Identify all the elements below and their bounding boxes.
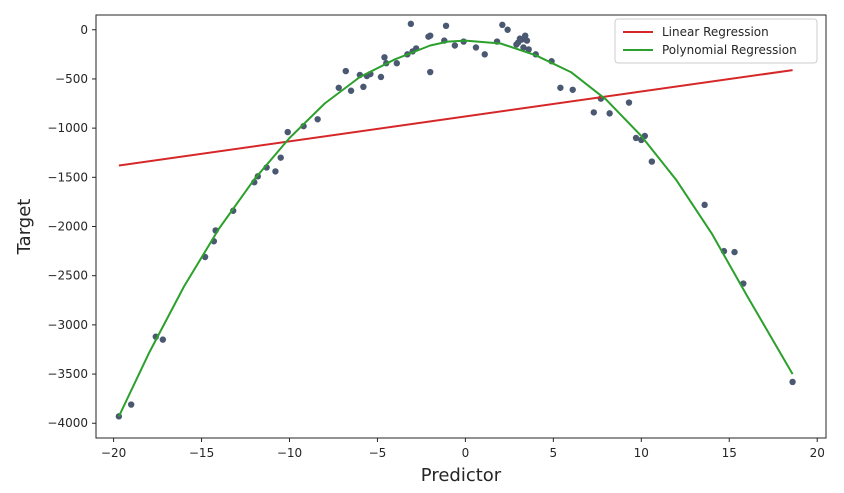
scatter-point — [277, 154, 284, 161]
x-tick-label: 5 — [550, 446, 558, 460]
x-axis-label: Predictor — [421, 465, 502, 486]
polynomial-regression-line — [117, 39, 794, 417]
scatter-point — [427, 68, 434, 76]
scatter-point — [159, 336, 167, 343]
scatter-point — [648, 158, 656, 165]
y-tick-label: −1500 — [47, 170, 88, 184]
scatter-point — [590, 109, 598, 116]
scatter-point — [272, 168, 279, 175]
scatter-point — [789, 378, 796, 386]
scatter-point — [569, 86, 576, 93]
y-tick-label: 0 — [80, 23, 88, 37]
axis-ticks: −20 −15 −10 −5 0 5 10 15 20 0 −500 −1000 −1500 −2000 −… — [47, 23, 824, 460]
x-tick-label: 0 — [462, 446, 470, 460]
y-tick-label: −1000 — [47, 121, 88, 135]
scatter-point — [523, 37, 531, 44]
scatter-point — [314, 116, 321, 123]
scatter-point — [520, 44, 527, 51]
y-tick-label: −3500 — [47, 367, 88, 381]
scatter-point — [427, 32, 434, 39]
scatter-point — [451, 42, 459, 49]
scatter-point — [606, 110, 613, 117]
scatter-point — [442, 22, 450, 30]
y-tick-label: −2000 — [47, 220, 88, 234]
scatter-point — [472, 44, 480, 51]
scatter-point — [377, 73, 385, 81]
x-tick-label: −5 — [369, 446, 387, 460]
x-tick-label: −15 — [189, 446, 214, 460]
plot-area — [115, 20, 796, 420]
y-tick-label: −500 — [55, 72, 88, 86]
scatter-point — [522, 32, 529, 39]
scatter-point — [393, 60, 400, 67]
scatter-point — [481, 51, 488, 58]
linear-regression-line — [118, 69, 793, 167]
legend-label-polynomial: Polynomial Regression — [662, 43, 797, 57]
scatter-point — [127, 401, 135, 408]
scatter-point — [701, 201, 708, 209]
legend-label-linear: Linear Regression — [662, 25, 769, 39]
legend: Linear Regression Polynomial Regression — [614, 18, 818, 64]
y-axis-label: Target — [14, 199, 35, 256]
y-tick-label: −4000 — [47, 416, 88, 430]
scatter-point — [731, 248, 738, 256]
x-tick-label: 10 — [634, 446, 649, 460]
scatter-point — [335, 84, 342, 91]
scatter-point — [557, 84, 564, 91]
scatter-point — [284, 128, 291, 136]
scatter-point — [360, 83, 367, 91]
scatter-point — [407, 20, 415, 28]
scatter-point — [347, 87, 355, 94]
scatter-point — [632, 134, 640, 142]
x-tick-label: −20 — [101, 446, 126, 460]
y-tick-label: −2500 — [47, 269, 88, 283]
y-tick-label: −3000 — [47, 318, 88, 332]
scatter-point — [342, 67, 349, 75]
scatter-point — [499, 21, 506, 29]
x-tick-label: 15 — [722, 446, 737, 460]
scatter-point — [504, 26, 511, 33]
legend-box — [614, 18, 818, 64]
x-tick-label: 20 — [810, 446, 825, 460]
scatter-point — [625, 99, 633, 106]
scatter-point — [381, 54, 388, 61]
scatter-point — [525, 46, 532, 53]
x-tick-label: −10 — [277, 446, 302, 460]
